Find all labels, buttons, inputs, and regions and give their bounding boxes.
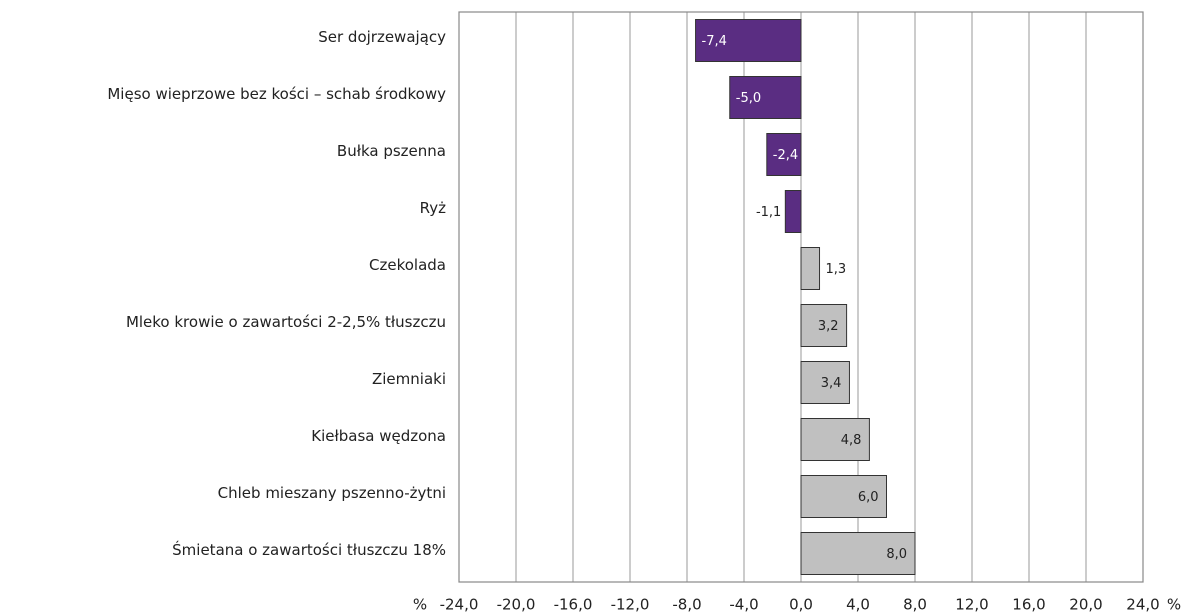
x-tick-label: -24,0 <box>440 596 479 614</box>
y-tick-label: Bułka pszenna <box>337 142 446 160</box>
bar <box>800 247 821 290</box>
x-tick-label: 16,0 <box>1012 596 1045 614</box>
bar <box>800 361 850 404</box>
value-label: -5,0 <box>736 91 761 106</box>
bar <box>729 76 802 119</box>
y-tick-label: Ryż <box>420 199 446 217</box>
x-tick-label: 12,0 <box>955 596 988 614</box>
x-tick-label: 4,0 <box>846 596 870 614</box>
value-label: 6,0 <box>858 490 879 505</box>
y-tick-label: Kiełbasa wędzona <box>311 427 446 445</box>
bar <box>695 19 802 62</box>
bar <box>800 532 916 575</box>
y-tick-label: Chleb mieszany pszenno-żytni <box>218 484 446 502</box>
y-tick-label: Śmietana o zawartości tłuszczu 18% <box>172 540 446 559</box>
x-tick-label: -8,0 <box>672 596 701 614</box>
value-label: 1,3 <box>826 262 847 277</box>
bar <box>766 133 802 176</box>
bar <box>800 475 887 518</box>
x-tick-label: -16,0 <box>554 596 593 614</box>
value-label: -2,4 <box>773 148 798 163</box>
x-tick-label: 0,0 <box>789 596 813 614</box>
y-tick-label: Czekolada <box>369 256 446 274</box>
x-tick-label: 20,0 <box>1069 596 1102 614</box>
value-label: 4,8 <box>841 433 862 448</box>
x-tick-label: 8,0 <box>903 596 927 614</box>
value-label: -1,1 <box>756 205 781 220</box>
y-tick-label: Ser dojrzewający <box>318 28 446 46</box>
x-tick-label: 24,0 <box>1126 596 1159 614</box>
y-tick-label: Mięso wieprzowe bez kości – schab środko… <box>107 85 446 103</box>
x-tick-label: -4,0 <box>729 596 758 614</box>
value-label: 8,0 <box>886 547 907 562</box>
bar <box>784 190 802 233</box>
bar <box>800 418 870 461</box>
value-label: -7,4 <box>702 34 727 49</box>
value-label: 3,2 <box>818 319 839 334</box>
plot-border <box>458 11 1144 583</box>
y-tick-label: Mleko krowie o zawartości 2-2,5% tłuszcz… <box>126 313 446 331</box>
x-tick-label: -12,0 <box>611 596 650 614</box>
value-label: 3,4 <box>821 376 842 391</box>
x-tick-label: -20,0 <box>497 596 536 614</box>
x-unit-left: % <box>413 596 427 614</box>
y-tick-label: Ziemniaki <box>372 370 446 388</box>
bar <box>800 304 848 347</box>
x-unit-right: % <box>1167 596 1181 614</box>
